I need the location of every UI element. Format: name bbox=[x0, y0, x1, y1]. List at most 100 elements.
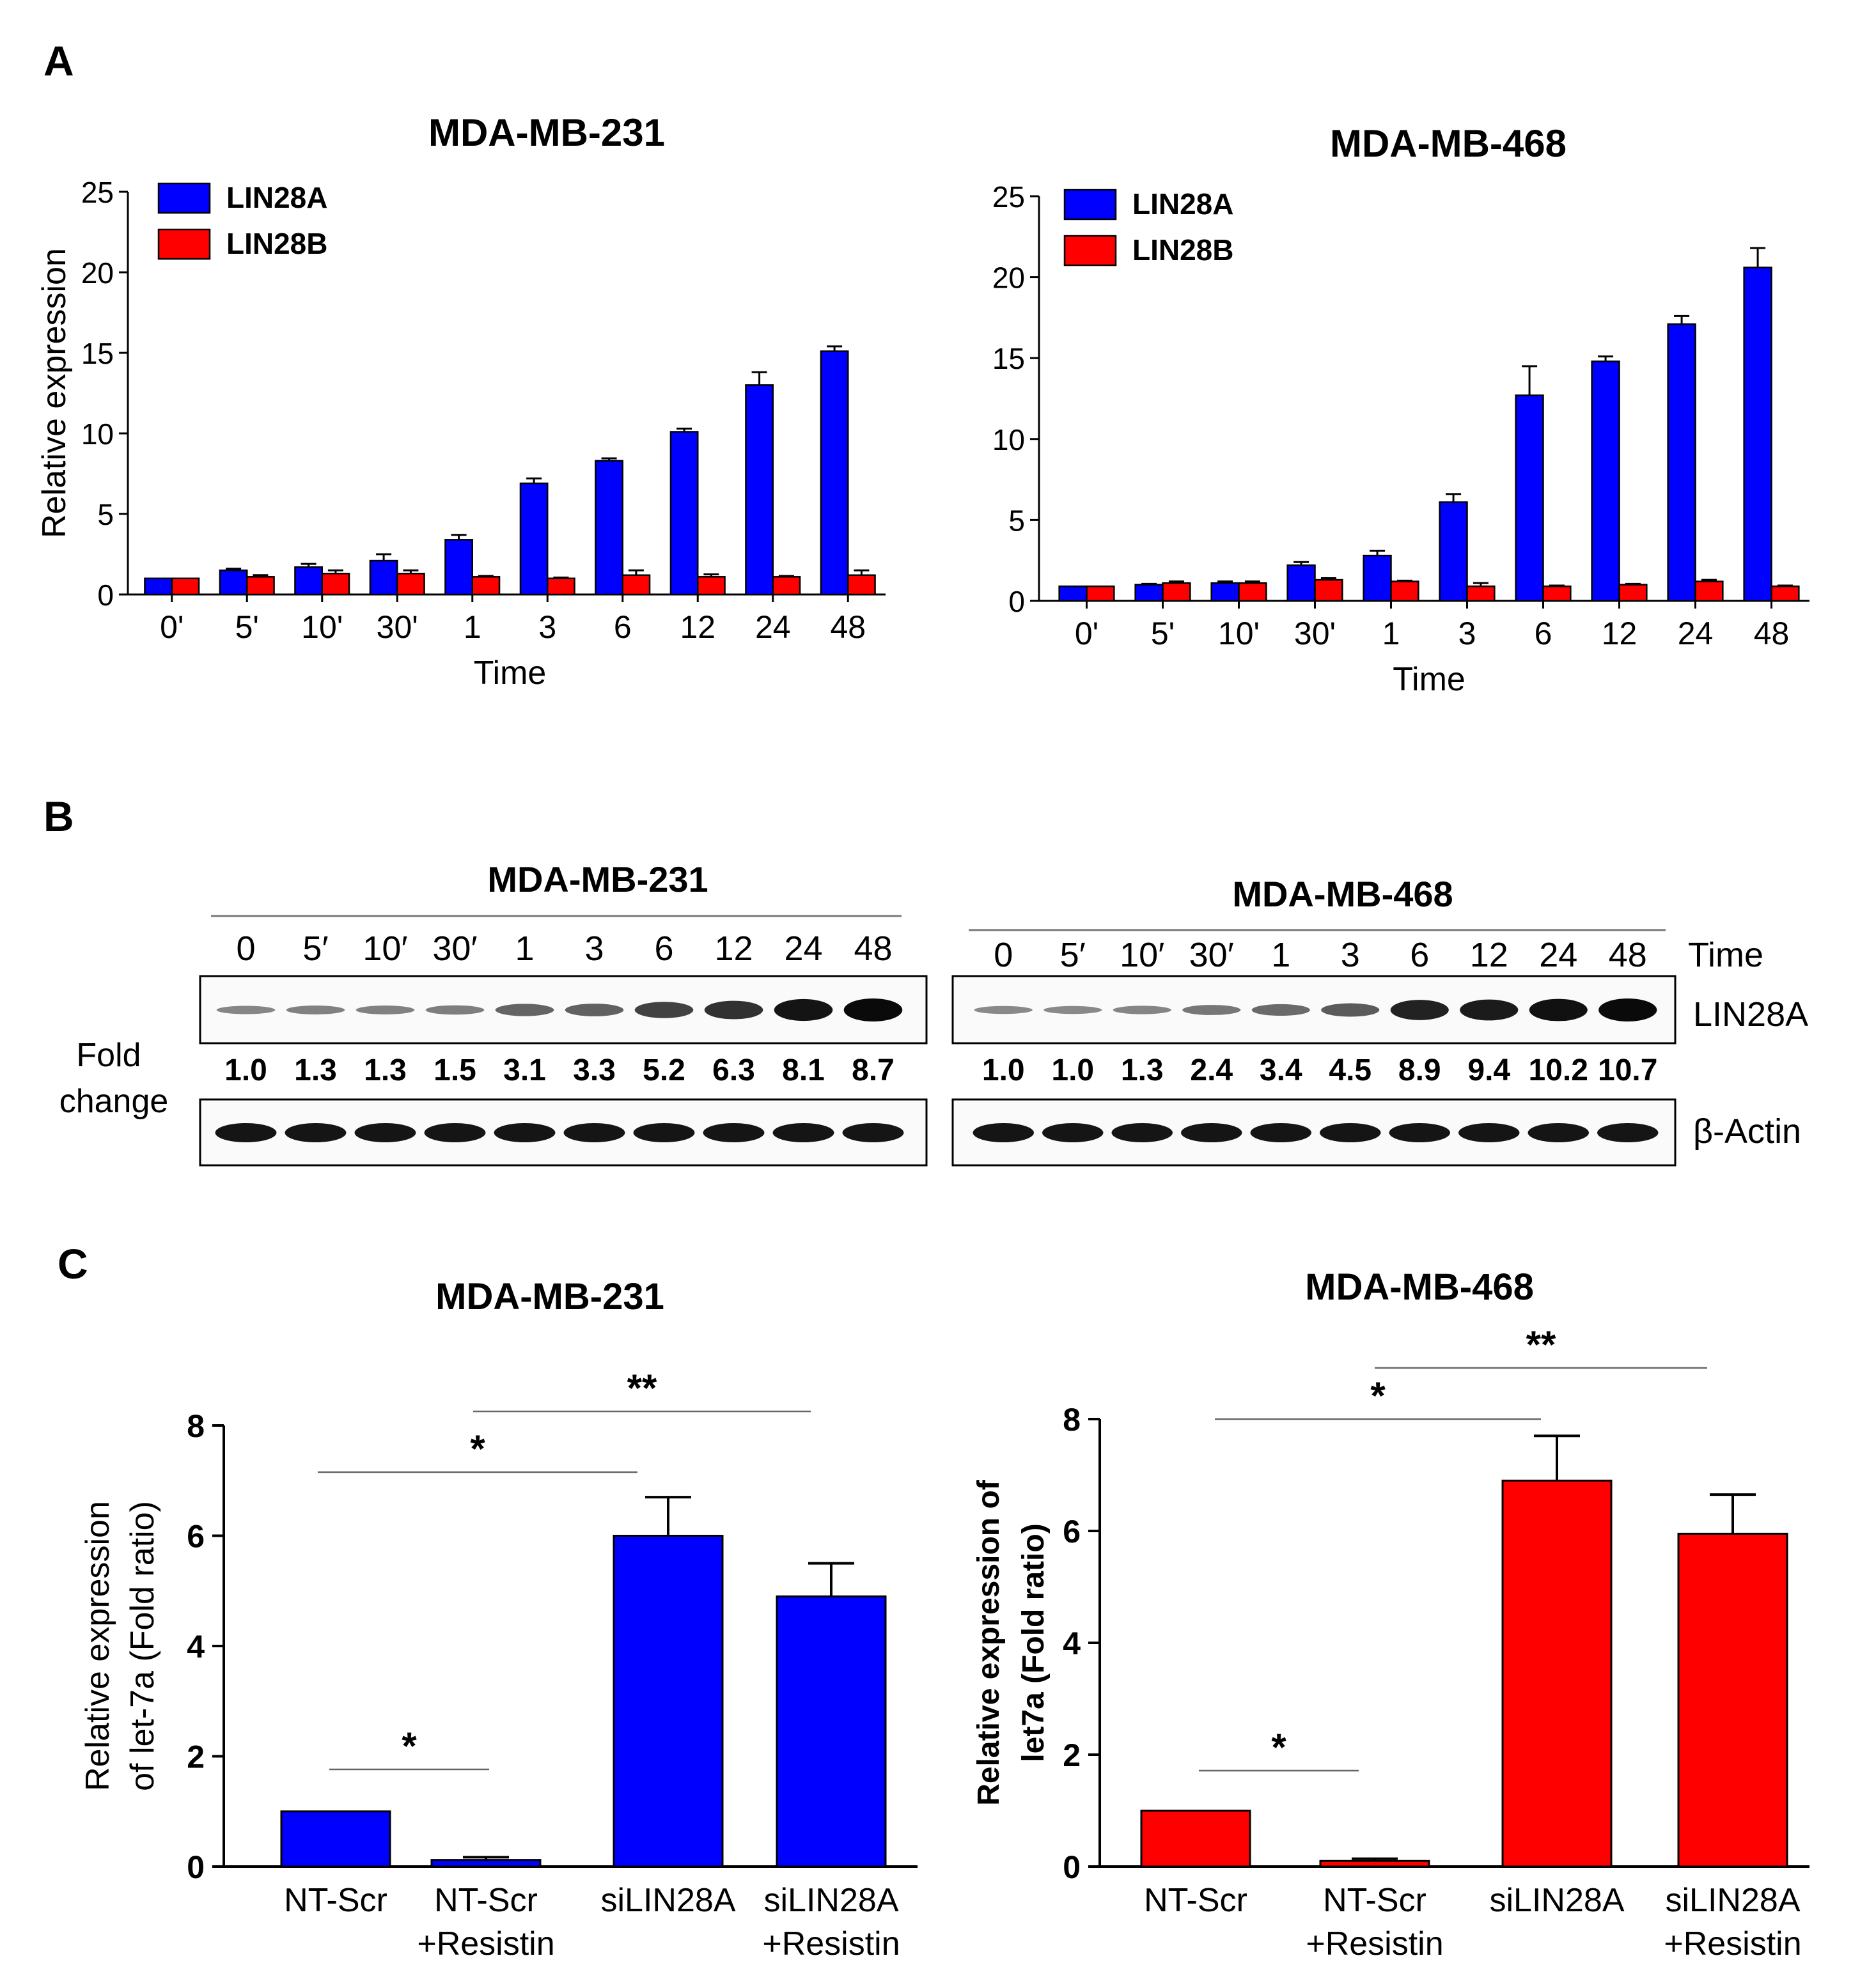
fold-change-label-line2: change bbox=[59, 1083, 169, 1120]
x-tick-label: 0' bbox=[160, 609, 184, 645]
x-tick-label: 3 bbox=[1458, 616, 1476, 651]
actin-band bbox=[703, 1123, 765, 1142]
lin28a-band bbox=[1529, 998, 1588, 1021]
lin28a-band bbox=[1598, 998, 1657, 1021]
fold-change-value: 3.3 bbox=[573, 1053, 616, 1087]
bar-lin28a bbox=[219, 569, 248, 596]
bar-lin28a bbox=[1515, 394, 1544, 602]
y-axis-title: let7a (Fold ratio) bbox=[1017, 1523, 1051, 1762]
fold-change-value: 3.4 bbox=[1260, 1053, 1302, 1087]
bar-lin28a bbox=[1743, 267, 1772, 602]
bar-lin28a bbox=[294, 566, 324, 596]
x-tick-label: 10' bbox=[301, 609, 343, 645]
x-tick-label: +Resistin bbox=[1664, 1925, 1801, 1962]
x-tick-label: siLIN28A bbox=[601, 1882, 736, 1919]
legend-label: LIN28B bbox=[1132, 233, 1233, 267]
y-tick-label: 8 bbox=[1063, 1402, 1081, 1438]
lane-label: 24 bbox=[1539, 936, 1577, 974]
x-tick-label: +Resistin bbox=[417, 1925, 554, 1962]
bar-lin28a bbox=[669, 431, 699, 596]
lane-label: 6 bbox=[1410, 936, 1429, 974]
bar-lin28b bbox=[772, 576, 801, 596]
significance-marker: ** bbox=[1526, 1323, 1556, 1366]
x-tick-label: 1 bbox=[1382, 616, 1400, 651]
lin28a-band bbox=[1182, 1005, 1241, 1015]
x-tick-label: 1 bbox=[464, 609, 481, 645]
panel-letter-a: A bbox=[43, 37, 74, 84]
bar-lin28b bbox=[697, 576, 726, 596]
western-protein-label: LIN28A bbox=[1693, 995, 1808, 1034]
actin-band bbox=[633, 1123, 695, 1142]
x-tick-label: NT-Scr bbox=[1144, 1882, 1247, 1919]
bar-lin28b bbox=[1770, 585, 1800, 602]
x-tick-label: 6 bbox=[1535, 616, 1552, 651]
x-tick-label: 12 bbox=[680, 609, 715, 645]
fold-change-value: 1.3 bbox=[1121, 1053, 1164, 1087]
chart-a-mda-mb-468: MDA-MB-468 0 5 10 15 20 25 0' 5' 10' 30' 1 3 6 12 24 48 T… bbox=[992, 122, 1809, 698]
lane-label: 12 bbox=[714, 929, 753, 968]
x-tick-label: siLIN28A bbox=[1666, 1882, 1801, 1919]
bar-lin28a bbox=[369, 559, 398, 596]
bar-lin28a bbox=[1591, 361, 1620, 602]
lin28a-band bbox=[565, 1004, 624, 1016]
bar-lin28b bbox=[1618, 584, 1648, 602]
fold-change-value: 1.3 bbox=[364, 1053, 407, 1087]
actin-band bbox=[1528, 1123, 1589, 1142]
y-tick-label: 6 bbox=[1063, 1514, 1081, 1549]
bar bbox=[1140, 1810, 1251, 1868]
fold-change-value: 9.4 bbox=[1467, 1053, 1510, 1087]
bar bbox=[613, 1535, 724, 1868]
lane-label: 5′ bbox=[302, 929, 328, 968]
bar-lin28b bbox=[547, 577, 575, 596]
lin28a-band bbox=[704, 1000, 763, 1020]
western-time-label: Time bbox=[1688, 936, 1763, 974]
bar-lin28b bbox=[1542, 585, 1572, 602]
lin28a-band bbox=[286, 1006, 345, 1014]
y-tick-label: 10 bbox=[81, 417, 114, 451]
bar bbox=[430, 1859, 542, 1868]
x-tick-label: 30' bbox=[1294, 616, 1336, 651]
western-right-lane-labels: 0 5′ 10′ 30′ 1 3 6 12 24 48 bbox=[994, 936, 1647, 974]
y-tick-label: 15 bbox=[81, 337, 114, 370]
y-tick-label: 5 bbox=[1008, 504, 1025, 537]
bar bbox=[1501, 1479, 1613, 1868]
bar-lin28a bbox=[1667, 323, 1696, 602]
bar-lin28b bbox=[1390, 580, 1419, 602]
fold-change-value: 8.9 bbox=[1398, 1053, 1441, 1087]
actin-band bbox=[1389, 1123, 1450, 1142]
fold-change-value: 8.1 bbox=[782, 1053, 825, 1087]
bar bbox=[280, 1810, 391, 1868]
lane-label: 48 bbox=[1609, 936, 1647, 974]
actin-band bbox=[1250, 1123, 1311, 1142]
y-axis-title: Relative expression bbox=[79, 1501, 116, 1791]
bar-lin28b bbox=[1314, 579, 1343, 602]
y-tick-label: 2 bbox=[1063, 1737, 1081, 1773]
bar bbox=[776, 1595, 887, 1868]
actin-band bbox=[1181, 1123, 1242, 1142]
x-tick-label: 6 bbox=[614, 609, 632, 645]
y-tick-label: 25 bbox=[81, 176, 114, 209]
fold-change-right-values: 1.0 1.0 1.3 2.4 3.4 4.5 8.9 9.4 10.2 10.7 bbox=[982, 1053, 1658, 1087]
chart-title: MDA-MB-231 bbox=[435, 1276, 664, 1317]
bar-lin28a bbox=[745, 384, 774, 596]
bar-lin28b bbox=[621, 574, 651, 596]
y-tick-label: 20 bbox=[81, 256, 114, 290]
bar-lin28b bbox=[1162, 582, 1191, 602]
actin-band bbox=[563, 1123, 625, 1142]
y-tick-label: 4 bbox=[187, 1629, 205, 1665]
actin-band bbox=[1042, 1123, 1104, 1142]
bar-lin28b bbox=[1694, 580, 1724, 602]
lane-label: 48 bbox=[854, 929, 892, 968]
fold-change-value: 1.0 bbox=[1051, 1053, 1094, 1087]
chart-a-mda-mb-231: MDA-MB-231 0 5 10 15 20 25 0' 5' 10' 30' 1 3 6 12 24 48 T… bbox=[36, 111, 886, 692]
y-axis-title: of let-7a (Fold ratio) bbox=[124, 1501, 161, 1791]
bar-lin28a bbox=[1058, 585, 1088, 602]
x-tick-label: 10' bbox=[1218, 616, 1260, 651]
x-tick-label: 5' bbox=[235, 609, 259, 645]
significance-marker: * bbox=[470, 1427, 485, 1470]
bar-lin28b bbox=[1466, 585, 1496, 602]
x-tick-label: 30' bbox=[377, 609, 418, 645]
x-tick-label: 48 bbox=[1754, 616, 1790, 651]
bar-lin28a bbox=[1286, 564, 1316, 602]
